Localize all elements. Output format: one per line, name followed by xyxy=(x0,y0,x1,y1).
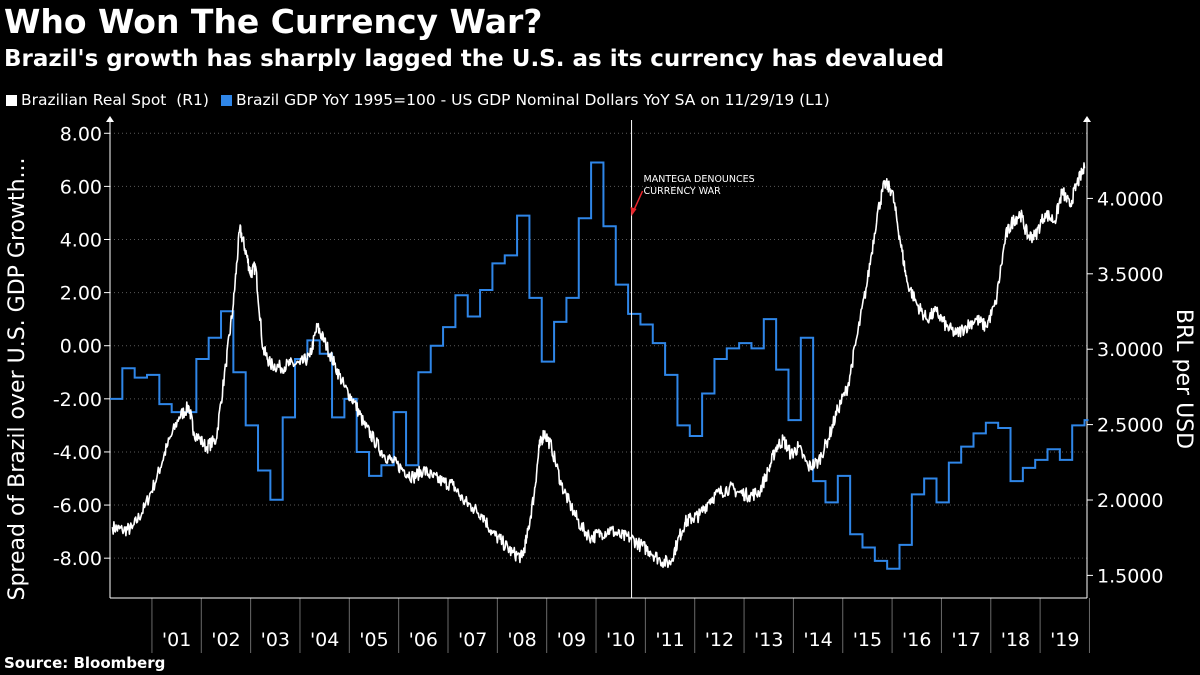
x-tick-label-1: '02 xyxy=(211,629,240,651)
axis-labels: 8.00 6.00 4.00 2.00 0.00 -2.00 -4.00 -6.00 -8.00… xyxy=(5,123,1196,651)
x-tick-label-4: '05 xyxy=(359,629,388,651)
annotation-label-line2: CURRENCY WAR xyxy=(644,186,722,197)
left-tick-label-5: -2.00 xyxy=(53,389,102,411)
x-tick-label-17: '18 xyxy=(1001,629,1030,651)
right-tick-label-1: 3.5000 xyxy=(1097,264,1163,286)
gdp-spread-line xyxy=(110,161,1089,570)
chart-legend: Brazilian Real Spot (R1) Brazil GDP YoY … xyxy=(6,91,842,109)
right-tick-label-2: 3.0000 xyxy=(1097,339,1163,361)
legend-item-gdp: Brazil GDP YoY 1995=100 - US GDP Nominal… xyxy=(220,91,830,109)
axes xyxy=(104,116,1093,599)
x-tick-label-13: '14 xyxy=(803,629,832,651)
series-group xyxy=(110,161,1089,570)
x-tick-label-3: '04 xyxy=(310,629,339,651)
right-axis-arrow xyxy=(1083,116,1091,122)
page-subtitle: Brazil's growth has sharply lagged the U… xyxy=(4,46,945,72)
source-note: Source: Bloomberg xyxy=(4,654,166,672)
page-title: Who Won The Currency War? xyxy=(4,2,543,41)
x-tick-label-5: '06 xyxy=(409,629,438,651)
right-tick-label-0: 4.0000 xyxy=(1097,188,1163,210)
right-tick-label-5: 1.5000 xyxy=(1097,565,1163,587)
legend-item-brl: Brazilian Real Spot (R1) xyxy=(6,91,209,109)
x-tick-label-12: '13 xyxy=(754,629,783,651)
left-axis-title: Spread of Brazil over U.S. GDP Growth... xyxy=(5,157,30,600)
brl-spot-line xyxy=(111,162,1086,569)
left-tick-label-2: 4.00 xyxy=(60,230,102,252)
x-tick-label-18: '19 xyxy=(1050,629,1079,651)
x-tick-label-11: '12 xyxy=(705,629,734,651)
annotation-arrow-head xyxy=(630,207,637,216)
left-tick-label-0: 8.00 xyxy=(60,123,102,145)
legend-swatch-brl xyxy=(6,94,17,106)
x-tick-label-8: '09 xyxy=(557,629,586,651)
x-tick-label-0: '01 xyxy=(162,629,191,651)
x-tick-label-10: '11 xyxy=(655,629,684,651)
left-tick-label-3: 2.00 xyxy=(60,283,102,305)
legend-swatch-gdp xyxy=(220,94,232,106)
left-tick-label-1: 6.00 xyxy=(60,176,102,198)
legend-label-gdp: Brazil GDP YoY 1995=100 - US GDP Nominal… xyxy=(235,91,830,109)
x-tick-label-14: '15 xyxy=(853,629,882,651)
x-tick-label-7: '08 xyxy=(507,629,536,651)
legend-label-brl: Brazilian Real Spot (R1) xyxy=(21,91,209,109)
left-tick-label-6: -4.00 xyxy=(53,442,102,464)
left-tick-label-8: -8.00 xyxy=(53,548,102,570)
x-tick-label-16: '17 xyxy=(951,629,980,651)
left-tick-label-4: 0.00 xyxy=(60,336,102,358)
left-tick-label-7: -6.00 xyxy=(53,495,102,517)
left-axis-arrow xyxy=(106,116,114,122)
right-tick-label-3: 2.5000 xyxy=(1097,415,1163,437)
x-tick-label-6: '07 xyxy=(458,629,487,651)
right-axis-title: BRL per USD xyxy=(1171,309,1196,449)
x-tick-label-2: '03 xyxy=(261,629,290,651)
x-tick-label-9: '10 xyxy=(606,629,635,651)
x-tick-label-15: '16 xyxy=(902,629,931,651)
right-tick-label-4: 2.0000 xyxy=(1097,490,1163,512)
annotation-label-line1: MANTEGA DENOUNCES xyxy=(644,174,755,185)
grid-lines xyxy=(110,132,1090,653)
